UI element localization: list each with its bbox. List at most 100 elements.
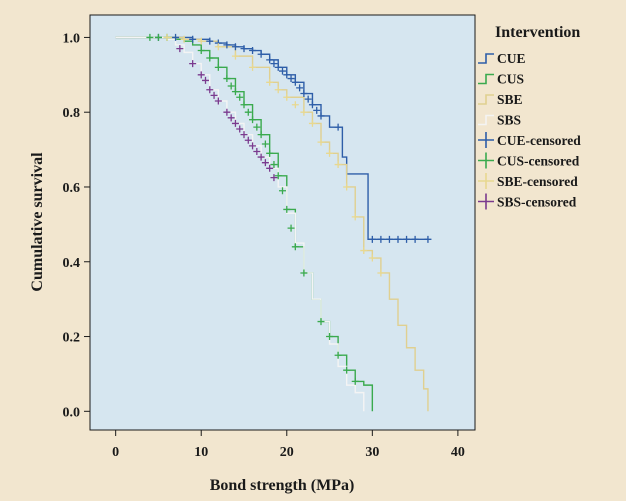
- censor-mark-cue-19: [304, 95, 312, 103]
- censor-mark-cue-28: [403, 235, 411, 243]
- legend-swatch-sbs: [478, 114, 494, 126]
- censor-mark-sbe-19: [377, 269, 385, 277]
- censor-mark-sbs-13: [249, 142, 257, 150]
- x-tick-label-2: 20: [280, 445, 294, 460]
- censor-mark-cus-11: [244, 108, 252, 116]
- censor-mark-cue-10: [266, 56, 274, 64]
- censor-mark-sbs-0: [176, 45, 184, 53]
- censor-mark-sbs-8: [227, 114, 235, 122]
- censor-mark-sbe-1: [180, 35, 188, 43]
- censor-mark-cue-27: [394, 235, 402, 243]
- censor-mark-sbe-15: [343, 183, 351, 191]
- censor-mark-cue-24: [368, 235, 376, 243]
- censor-mark-sbe-2: [197, 37, 205, 45]
- censor-mark-sbe-8: [283, 93, 291, 101]
- censor-mark-sbs-9: [231, 119, 239, 127]
- censor-mark-cue-5: [223, 41, 231, 49]
- legend-swatch-cue-censored: [478, 132, 494, 148]
- censor-marks: [146, 33, 432, 385]
- censor-mark-cue-16: [291, 78, 299, 86]
- censor-mark-sbe-5: [249, 63, 257, 71]
- censor-mark-sbs-14: [253, 147, 261, 155]
- legend-item-cue: CUE: [478, 51, 526, 66]
- censor-mark-cue-30: [424, 235, 432, 243]
- legend-label-sbs: SBS: [497, 113, 521, 128]
- censor-mark-cue-18: [300, 90, 308, 98]
- censor-mark-sbs-7: [223, 108, 231, 116]
- legend-swatch-cue: [478, 53, 494, 64]
- axis-ticks: 0 10 20 30 40 0.0 0.2 0.4 0.6 0.8 1.0: [63, 31, 465, 460]
- censor-mark-sbe-11: [308, 119, 316, 127]
- censor-mark-cue-6: [231, 43, 239, 51]
- legend-swatch-sbs-censored: [478, 193, 494, 210]
- censor-mark-sbe-3: [214, 43, 222, 51]
- legend-item-sbe-censored: SBE-censored: [478, 173, 578, 189]
- legend-item-cus: CUS: [478, 72, 524, 87]
- y-tick-label-3: 0.6: [63, 181, 81, 196]
- censor-mark-sbe-18: [368, 254, 376, 262]
- legend-item-sbe: SBE: [478, 92, 523, 107]
- censor-mark-cus-13: [253, 123, 261, 131]
- legend-swatch-cus-censored: [478, 152, 494, 169]
- censor-mark-sbe-14: [334, 161, 342, 169]
- censor-mark-cue-15: [287, 75, 295, 83]
- y-tick-label-2: 0.4: [63, 256, 81, 271]
- x-tick-label-0: 0: [112, 445, 119, 460]
- censor-mark-sbs-17: [266, 164, 274, 172]
- censor-mark-cue-20: [308, 101, 316, 109]
- censor-mark-cus-16: [266, 149, 274, 157]
- legend-title: Intervention: [495, 24, 580, 41]
- censor-mark-cue-3: [206, 37, 214, 45]
- censor-mark-cus-5: [214, 63, 222, 71]
- y-tick-label-5: 1.0: [63, 31, 81, 46]
- censor-mark-cus-26: [334, 351, 342, 359]
- legend-label-cue: CUE: [497, 51, 526, 66]
- y-axis-label: Cumulative survival: [29, 152, 46, 292]
- censor-mark-cus-4: [206, 54, 214, 62]
- censor-mark-cue-29: [411, 235, 419, 243]
- censor-mark-sbs-11: [240, 131, 248, 139]
- legend-label-cue-censored: CUE-censored: [497, 133, 581, 148]
- censor-mark-cus-15: [261, 140, 269, 148]
- censor-mark-sbs-10: [236, 125, 244, 133]
- legend-item-sbs-censored: SBS-censored: [478, 193, 577, 210]
- censor-mark-cue-25: [377, 235, 385, 243]
- censor-mark-cus-20: [283, 205, 291, 213]
- censor-mark-sbe-6: [266, 78, 274, 86]
- y-tick-label-4: 0.8: [63, 106, 81, 121]
- y-tick-label-0: 0.0: [63, 405, 81, 420]
- censor-mark-cus-7: [227, 82, 235, 90]
- censor-mark-cus-6: [223, 75, 231, 83]
- censor-mark-cus-12: [249, 116, 257, 124]
- censor-mark-cue-12: [274, 63, 282, 71]
- censor-mark-cus-22: [291, 243, 299, 251]
- censor-mark-cus-17: [270, 161, 278, 169]
- censor-mark-sbs-3: [202, 76, 209, 84]
- censor-mark-cus-14: [257, 131, 265, 139]
- censor-mark-cus-24: [317, 318, 325, 326]
- censor-mark-sbs-16: [261, 159, 269, 167]
- censor-mark-cue-23: [334, 123, 342, 131]
- legend-swatch-sbe-censored: [478, 173, 494, 189]
- censor-mark-sbe-4: [231, 52, 239, 60]
- x-tick-label-3: 30: [365, 445, 379, 460]
- x-tick-label-1: 10: [194, 445, 208, 460]
- censor-mark-sbe-13: [326, 149, 334, 157]
- censor-mark-cue-17: [296, 84, 304, 92]
- censor-mark-sbs-5: [210, 91, 218, 99]
- censor-mark-cue-22: [317, 112, 325, 120]
- censor-mark-cus-10: [240, 101, 248, 109]
- legend-item-sbs: SBS: [478, 113, 521, 128]
- censor-mark-cus-19: [279, 187, 286, 195]
- x-tick-label-4: 40: [451, 445, 465, 460]
- legend-item-cue-censored: CUE-censored: [478, 132, 581, 148]
- censor-mark-sbs-12: [244, 136, 252, 144]
- series-line-sbs: [115, 36, 365, 412]
- censor-mark-sbs-18: [270, 174, 278, 182]
- censor-mark-sbs-6: [214, 97, 222, 105]
- censor-mark-cus-27: [343, 366, 351, 374]
- censor-mark-cue-1: [172, 33, 180, 41]
- censor-mark-sbs-2: [197, 71, 205, 79]
- legend: CUE CUS SBE SBS CUE-censored CUS-censored SBE-…: [478, 51, 581, 210]
